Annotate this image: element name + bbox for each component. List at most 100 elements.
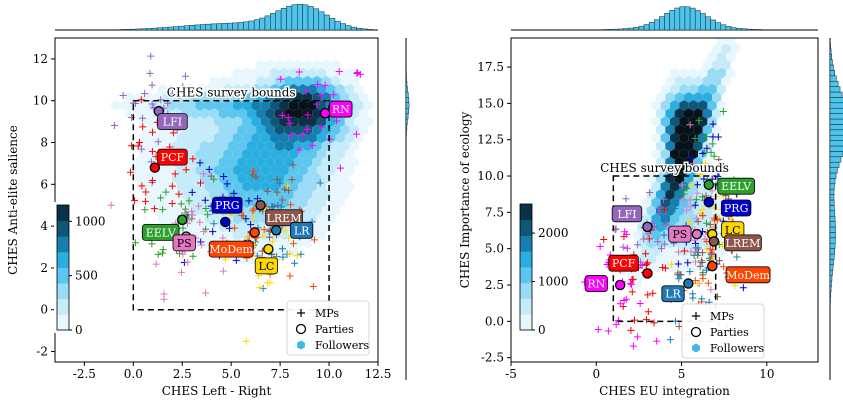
right-marginal-bar [829,86,841,93]
party-marker-prg [220,216,231,228]
mp-marker-modem [720,263,728,271]
follower-hexbin [679,116,689,128]
follower-hexbin [279,100,289,111]
mp-marker-rn [302,88,310,96]
follower-hexbin [660,148,670,160]
mp-marker-ps [196,218,204,226]
right-marginal-bar [829,43,831,50]
party-label-prg: PRG [724,202,748,215]
follower-hexbin [702,124,713,136]
colorbar-tick-label: 0 [538,323,546,337]
follower-hexbin [693,75,703,87]
mp-marker-ps [219,234,227,242]
follower-hexbin [340,124,350,136]
top-marginal-bar [689,7,696,31]
colorbar: 0 500 1000 [54,202,106,337]
follower-hexbin [270,100,280,111]
party-marker-lr [683,278,694,289]
follower-hexbin [670,132,680,144]
follower-hexbin [223,148,233,160]
follower-hexbin [316,229,327,241]
follower-hexbin [270,132,280,144]
follower-hexbin [298,197,308,209]
party-label-lfi: LFI [617,208,636,221]
colorbar-segment [57,273,69,278]
mp-marker-modem [286,272,294,280]
follower-hexbin [349,156,359,168]
follower-hexbin [246,75,257,87]
follower-hexbin [143,173,154,184]
follower-hexbin [712,43,722,55]
follower-hexbin [698,67,708,79]
y-tick-label: 4 [40,219,48,233]
follower-hexbin [679,100,689,111]
mp-marker-ps [184,258,192,266]
mp-marker-lfi [633,241,641,249]
mp-marker-eelv [159,246,167,254]
mp-marker-rn [303,125,311,133]
follower-hexbin [670,164,680,176]
right-marginal-bar [405,80,408,87]
right-marginal-bar [829,64,834,71]
follower-hexbin [651,213,661,225]
follower-hexbin [330,173,341,184]
follower-hexbin [674,254,684,265]
colorbar-segment [520,267,532,271]
follower-hexbin [190,140,200,152]
right-marginal-bar [829,151,843,158]
follower-hexbin [316,132,327,144]
mp-marker-pcf [134,142,142,150]
follower-hexbin [321,59,331,71]
mp-marker-rn [612,320,620,328]
follower-hexbin [223,116,233,128]
mp-marker-lrem [289,161,297,169]
mp-marker-pcf [642,316,650,324]
legend-label: Parties [710,326,749,339]
party-label-rn: RN [332,103,350,116]
mp-marker-pcf [645,235,653,243]
mp-marker-ps [200,228,208,236]
legend-label: Parties [315,323,354,336]
follower-hexbin [665,92,675,103]
follower-hexbin [726,51,736,63]
follower-hexbin [344,164,355,176]
mp-marker-modem [310,236,318,244]
colorbar-frame [56,204,70,331]
follower-hexbin [256,124,266,136]
follower-hexbin [670,262,680,273]
follower-hexbin [656,189,666,200]
colorbar-segment [57,295,69,300]
mp-marker-lfi [661,240,669,248]
mp-marker-lc [269,237,277,245]
right-marginal-bar [829,286,832,293]
y-tick-label: 7.5 [485,205,504,219]
follower-hexbin [307,116,317,128]
follower-hexbin [200,237,210,249]
party-marker-modem [707,260,718,272]
top-marginal-histogram [511,6,818,31]
party-marker-rn [319,108,331,119]
mp-marker-modem [697,257,705,265]
mp-marker-lrem [273,188,281,196]
follower-hexbin [349,140,359,152]
colorbar-segment [520,260,532,265]
colorbar-segment [57,311,69,315]
colorbar-segment [520,289,532,293]
mp-marker-prg [709,133,717,141]
follower-hexbin [270,148,280,160]
follower-hexbin [302,205,313,217]
right-marginal-bar [829,107,843,114]
follower-hexbin [265,75,275,87]
colorbar-segment [57,226,69,231]
colorbar-segment [57,217,69,222]
mp-marker-prg [223,180,231,188]
follower-hexbin [712,92,722,103]
follower-hexbin [256,140,266,152]
follower-hexbin [190,124,200,136]
follower-hexbin [307,67,317,79]
follower-hexbin [293,140,303,152]
follower-hexbin [688,164,699,176]
follower-hexbin [679,83,689,95]
mp-marker-lfi [119,91,127,99]
mp-marker-ps [200,170,208,178]
